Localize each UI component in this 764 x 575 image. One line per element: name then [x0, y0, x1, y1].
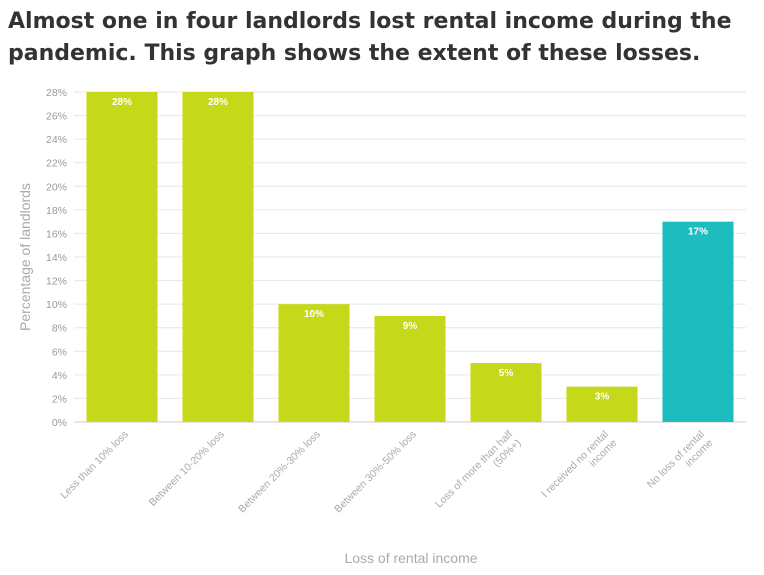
x-tick-text: No loss of rentalincome: [645, 428, 716, 499]
x-tick-label: Between 20%-30% loss: [236, 428, 323, 515]
data-label: 28%: [208, 97, 228, 108]
x-tick-line: Less than 10% loss: [58, 428, 131, 501]
data-label: 9%: [403, 321, 418, 332]
y-tick-label: 24%: [46, 134, 67, 146]
x-tick-text: Between 10-20% loss: [147, 428, 227, 508]
x-axis-ticks: Less than 10% loss Between 10-20% loss Bet…: [58, 428, 716, 518]
data-label: 28%: [112, 97, 132, 108]
x-tick-line: Loss of more than half: [433, 428, 515, 510]
chart-title: Almost one in four landlords lost rental…: [8, 6, 748, 70]
x-tick-label: No loss of rentalincome: [645, 428, 716, 499]
x-tick-text: Less than 10% loss: [58, 428, 131, 501]
x-tick-label: I received no rentalincome: [539, 428, 619, 508]
y-tick-label: 26%: [46, 111, 67, 123]
y-tick-label: 12%: [46, 276, 67, 288]
x-tick-text: Between 30%-50% loss: [332, 428, 419, 515]
x-tick-line: Between 20%-30% loss: [236, 428, 323, 515]
x-tick-text: I received no rentalincome: [539, 428, 619, 508]
data-label: 3%: [595, 392, 610, 403]
x-tick-text: Between 20%-30% loss: [236, 428, 323, 515]
bar: [470, 363, 542, 422]
x-tick-label: Loss of more than half(50%+): [433, 428, 523, 518]
y-tick-label: 0%: [52, 417, 67, 429]
chart-title-line-2: pandemic. This graph shows the extent of…: [8, 41, 701, 66]
y-tick-label: 28%: [46, 87, 67, 99]
y-tick-label: 16%: [46, 228, 67, 240]
bar: [182, 92, 254, 422]
y-tick-label: 20%: [46, 181, 67, 193]
x-tick-line: Between 10-20% loss: [147, 428, 227, 508]
data-label: 10%: [304, 309, 324, 320]
y-axis-ticks: 0% 2% 4% 6% 8% 10% 12% 14% 16% 18% 20% 22% 24% 26% 28%: [46, 87, 67, 429]
y-axis-label: Percentage of landlords: [17, 183, 33, 331]
bar: [86, 92, 158, 422]
bar: [278, 304, 350, 422]
data-label: 5%: [499, 368, 514, 379]
bars: [86, 92, 734, 422]
chart-title-line-1: Almost one in four landlords lost rental…: [8, 9, 732, 34]
y-tick-label: 8%: [52, 323, 67, 335]
x-tick-label: Between 30%-50% loss: [332, 428, 419, 515]
y-tick-label: 2%: [52, 393, 67, 405]
x-axis-label: Loss of rental income: [344, 550, 477, 566]
y-tick-label: 10%: [46, 299, 67, 311]
bar: [374, 315, 446, 422]
y-tick-label: 22%: [46, 158, 67, 170]
data-labels: 28% 28% 10% 9% 5% 3% 17%: [112, 97, 708, 403]
data-label: 17%: [688, 227, 708, 238]
bar: [566, 386, 638, 422]
y-tick-label: 14%: [46, 252, 67, 264]
y-tick-label: 6%: [52, 346, 67, 358]
x-tick-label: Less than 10% loss: [58, 428, 131, 501]
x-tick-label: Between 10-20% loss: [147, 428, 227, 508]
y-tick-label: 18%: [46, 205, 67, 217]
x-tick-text: Loss of more than half(50%+): [433, 428, 523, 518]
x-tick-line: Between 30%-50% loss: [332, 428, 419, 515]
bar: [662, 221, 734, 422]
y-tick-label: 4%: [52, 370, 67, 382]
